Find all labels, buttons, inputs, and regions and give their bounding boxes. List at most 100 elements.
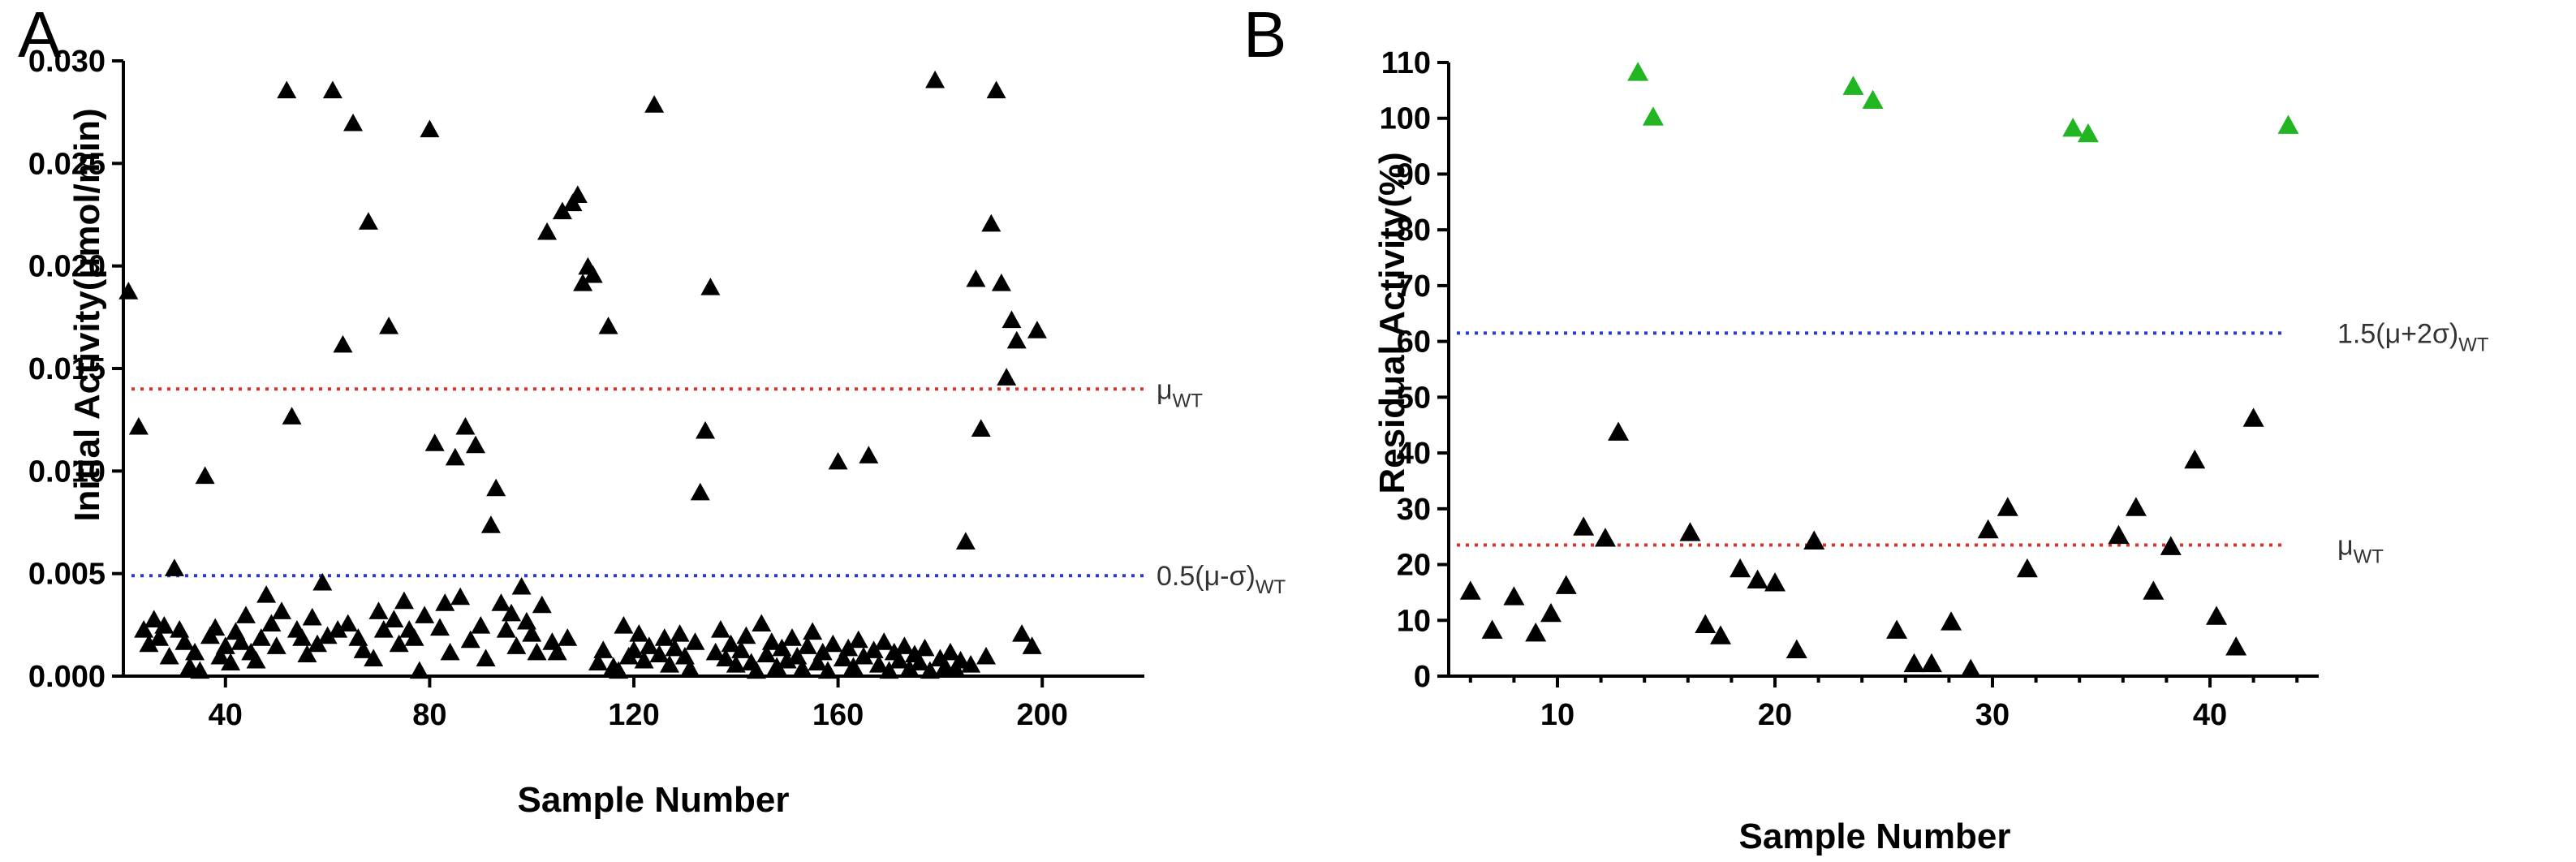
data-point [118,282,139,300]
data-point [705,642,726,661]
data-point [496,620,516,638]
data-point [910,653,930,671]
data-point [128,416,149,435]
data-point [373,620,394,638]
y-tick-label: 10 [1397,604,1431,638]
data-point [271,601,291,619]
data-point [221,653,241,671]
reference-label-main: 0.5(μ-σ) [1157,561,1256,592]
data-point-below-threshold [2108,524,2130,545]
data-point [491,593,511,611]
data-point-below-threshold [1459,580,1481,600]
data-point [792,659,812,677]
data-point [384,610,404,627]
data-point [756,644,777,662]
reference-label-threshold: 0.5(μ-σ)WT [1157,561,1286,598]
data-point [547,642,567,661]
data-point [828,451,848,470]
x-tick-label: 80 [412,698,446,732]
y-tick-label: 0 [1414,660,1431,694]
data-point [665,638,685,657]
data-point [1012,624,1032,642]
y-tick-label: 90 [1397,157,1431,192]
reference-label-sub: WT [1173,390,1204,412]
data-point [159,646,179,665]
data-point [609,661,629,679]
data-point-below-threshold [1573,516,1595,536]
data-point [149,628,170,646]
data-point [368,601,389,619]
data-point [511,576,532,595]
data-point [710,620,730,638]
data-point [312,572,333,591]
data-point [690,482,710,501]
data-point-below-threshold [2242,407,2264,427]
data-point [614,615,634,634]
data-point [235,606,256,623]
data-point [879,661,899,679]
data-point [670,624,690,642]
y-tick-label: 0.020 [28,250,106,284]
reference-label-sub: WT [2458,334,2489,356]
data-point [685,632,705,650]
data-point [404,628,424,646]
data-point [649,644,670,662]
data-point [139,634,159,653]
data-point [471,615,491,634]
panel-a-x-axis-title: Sample Number [518,780,790,820]
reference-label-mu_wt: μWT [1157,374,1203,412]
data-point [353,640,373,658]
data-point [950,650,971,669]
data-point [940,642,960,661]
data-point-below-threshold [1594,528,1616,547]
data-point-below-threshold [1786,639,1807,658]
data-point [134,620,154,638]
data-point [230,632,251,650]
data-point-below-threshold [2016,558,2038,578]
data-point [409,661,429,679]
data-point [297,644,317,662]
data-point [864,640,884,658]
data-point-below-threshold [1977,519,1999,539]
data-point [154,615,174,634]
x-tick-label: 200 [1016,698,1067,732]
x-tick-label: 120 [608,698,659,732]
data-point-above-threshold [1862,89,1884,110]
data-point [588,653,608,671]
data-point [185,642,205,661]
data-point [925,70,946,88]
data-point-below-threshold [1764,572,1786,592]
x-tick-label: 20 [1758,698,1792,732]
x-tick-label: 10 [1540,698,1574,732]
data-point-above-threshold [1842,75,1864,95]
data-point [823,634,843,653]
data-point [997,368,1017,386]
data-point [915,638,935,657]
y-tick-label: 40 [1397,437,1431,471]
data-point [976,646,997,665]
panel-a-letter: A [18,0,62,71]
panel-b-x-axis-title: Sample Number [1739,817,2011,856]
data-point [343,113,364,131]
data-point [986,80,1006,99]
y-tick-label: 110 [1381,46,1431,80]
data-point [532,595,552,614]
data-point [859,446,879,463]
data-point-below-threshold [1803,530,1825,550]
data-point [716,649,736,666]
data-point [961,654,981,673]
data-point [256,585,277,603]
y-tick-label: 100 [1380,102,1431,136]
data-point [848,630,868,649]
data-point [593,640,614,658]
y-tick-label: 80 [1397,213,1431,248]
data-point-below-threshold [1920,653,1942,673]
data-point-below-threshold [1608,421,1630,441]
data-point [144,610,164,627]
data-point [874,632,894,650]
data-point-below-threshold [1903,653,1925,673]
x-tick-label: 40 [2193,698,2227,732]
data-point [450,587,471,606]
